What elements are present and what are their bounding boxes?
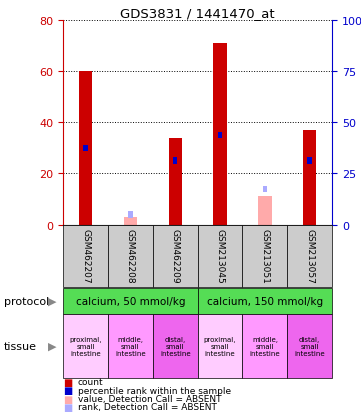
Bar (308, 158, 312, 164)
Bar (153, 315, 198, 378)
Bar (79, 72, 92, 225)
Bar (303, 131, 317, 225)
Text: value, Detection Call = ABSENT: value, Detection Call = ABSENT (78, 394, 221, 403)
Bar (287, 315, 332, 378)
Text: ■: ■ (63, 377, 73, 387)
Bar (198, 315, 243, 378)
Text: distal,
small
intestine: distal, small intestine (294, 336, 325, 356)
Bar (173, 158, 178, 164)
Bar (258, 197, 271, 225)
Bar (153, 225, 198, 287)
Text: tissue: tissue (4, 341, 36, 351)
Text: proximal,
small
intestine: proximal, small intestine (69, 336, 102, 356)
Text: count: count (78, 377, 103, 387)
Text: calcium, 150 mmol/kg: calcium, 150 mmol/kg (207, 296, 323, 306)
Bar (218, 133, 222, 139)
Text: middle,
small
intestine: middle, small intestine (115, 336, 146, 356)
Bar (128, 212, 132, 218)
Text: protocol: protocol (4, 296, 49, 306)
Text: GSM462207: GSM462207 (81, 229, 90, 283)
Bar (108, 225, 153, 287)
Text: ■: ■ (63, 394, 73, 404)
Text: ▶: ▶ (48, 341, 57, 351)
Text: GSM213045: GSM213045 (216, 229, 225, 283)
Text: ▶: ▶ (48, 296, 57, 306)
Text: GSM213057: GSM213057 (305, 229, 314, 283)
Bar (198, 288, 332, 314)
Bar (63, 288, 198, 314)
Bar (83, 145, 88, 152)
Text: ■: ■ (63, 385, 73, 395)
Bar (124, 217, 137, 225)
Bar (63, 225, 108, 287)
Bar (243, 315, 287, 378)
Bar (263, 186, 267, 192)
Text: middle,
small
intestine: middle, small intestine (249, 336, 280, 356)
Text: GSM462209: GSM462209 (171, 229, 180, 283)
Bar (213, 44, 227, 225)
Bar (198, 225, 243, 287)
Text: calcium, 50 mmol/kg: calcium, 50 mmol/kg (76, 296, 185, 306)
Bar (108, 315, 153, 378)
Text: rank, Detection Call = ABSENT: rank, Detection Call = ABSENT (78, 402, 217, 411)
Bar (169, 138, 182, 225)
Text: percentile rank within the sample: percentile rank within the sample (78, 386, 231, 395)
Text: distal,
small
intestine: distal, small intestine (160, 336, 191, 356)
Text: ■: ■ (63, 402, 73, 412)
Text: proximal,
small
intestine: proximal, small intestine (204, 336, 236, 356)
Text: GSM213051: GSM213051 (260, 229, 269, 283)
Bar (287, 225, 332, 287)
Bar (243, 225, 287, 287)
Text: GSM462208: GSM462208 (126, 229, 135, 283)
Title: GDS3831 / 1441470_at: GDS3831 / 1441470_at (120, 7, 275, 19)
Bar (63, 315, 108, 378)
